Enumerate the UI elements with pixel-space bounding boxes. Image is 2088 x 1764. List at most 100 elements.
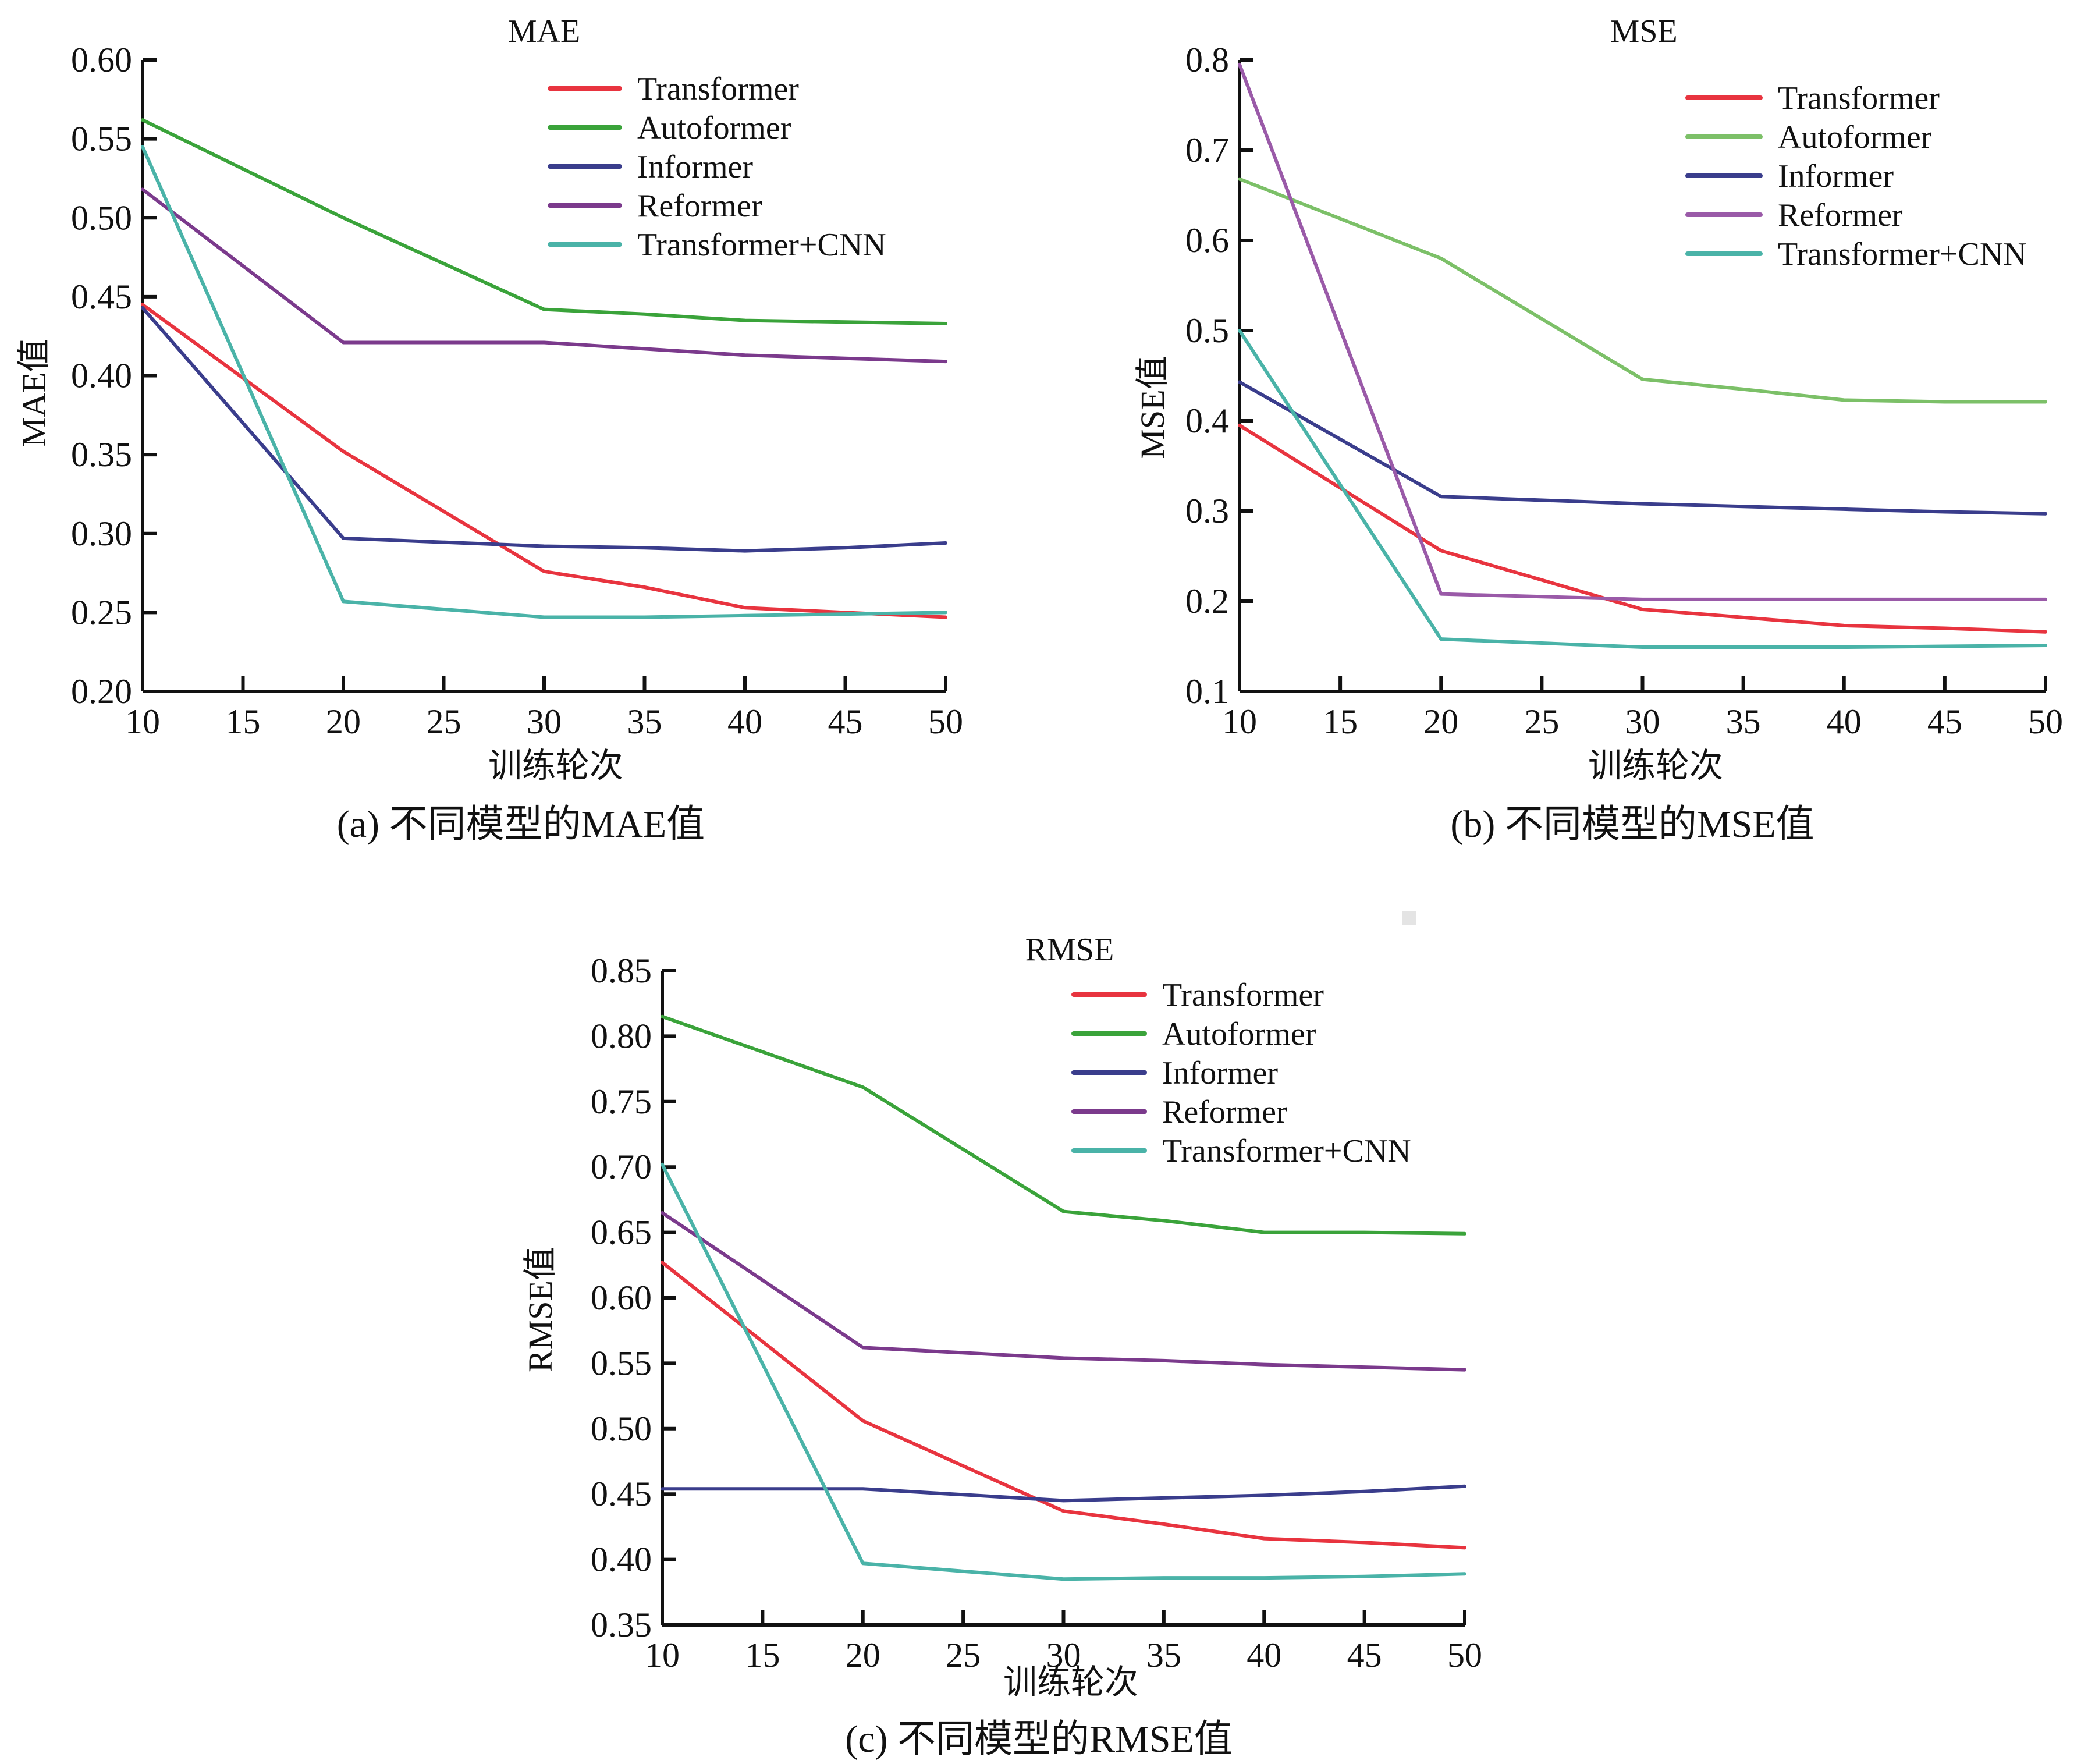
legend-label: Transformer (1162, 977, 1324, 1013)
series-line-reformer (1238, 62, 2047, 601)
x-tick-label: 40 (1827, 702, 1862, 741)
y-tick-label: 0.70 (591, 1148, 652, 1186)
legend-item: Reformer (548, 188, 762, 224)
plot-marks: 0.35 0.40 0.45 0.50 0.55 0.60 0.65 0.70 0.75 0.80… (591, 952, 1482, 1674)
y-axis-title: MSE值 (1134, 356, 1171, 459)
legend-item: Informer (1071, 1055, 1278, 1091)
y-axis-title: RMSE值 (521, 1247, 559, 1372)
legend-label: Transformer (1778, 80, 1940, 116)
y-tick-label: 0.35 (71, 435, 132, 474)
series-line-informer (141, 306, 947, 553)
chart-title: MSE (1610, 13, 1677, 49)
legend-item: Transformer (1071, 977, 1324, 1013)
y-tick-label: 0.5 (1185, 311, 1229, 350)
y-tick-label: 0.75 (591, 1082, 652, 1121)
x-tick-label: 30 (1625, 702, 1660, 741)
y-tick-label: 0.1 (1185, 672, 1229, 711)
x-tick-label: 10 (1222, 702, 1257, 741)
x-tick-label: 30 (527, 702, 562, 741)
x-tick-label: 50 (2028, 702, 2063, 741)
legend-label: Reformer (1162, 1094, 1287, 1130)
legend-item: Transformer+CNN (1071, 1133, 1411, 1169)
legend-item: Transformer (548, 71, 799, 107)
y-tick-label: 0.3 (1185, 492, 1229, 530)
y-tick-label: 0.40 (591, 1541, 652, 1579)
y-tick-label: 0.35 (591, 1606, 652, 1644)
rmse-chart: RMSE 0.35 0.40 0.45 0.50 0.55 0.60 0.65 0.70 0.7… (521, 932, 1482, 1761)
x-tick-label: 25 (1524, 702, 1559, 741)
legend-item: Transformer+CNN (548, 227, 886, 263)
rmse-chart-panel: RMSE 0.35 0.40 0.45 0.50 0.55 0.60 0.65 0.70 0.7… (512, 896, 1501, 1764)
legend-item: Informer (1685, 158, 1894, 194)
x-axis-title: 训练轮次 (488, 747, 623, 785)
x-tick-label: 20 (1423, 702, 1458, 741)
legend-label: Transformer+CNN (1778, 236, 2027, 272)
series-line-transformer (1238, 423, 2047, 634)
x-tick-label: 50 (928, 702, 963, 741)
legend-label: Autoformer (637, 110, 791, 146)
legend: TransformerAutoformerInformerReformerTra… (548, 71, 886, 263)
y-tick-label: 0.7 (1185, 131, 1229, 169)
figure-caption: (b) 不同模型的MSE值 (1450, 803, 1814, 846)
y-tick-label: 0.2 (1185, 582, 1229, 620)
x-tick-label: 45 (1927, 702, 1962, 741)
series-line-reformer (661, 1211, 1466, 1372)
y-axis-title: MAE值 (15, 339, 53, 448)
legend-label: Informer (1778, 158, 1894, 194)
series-line-transformer (141, 303, 947, 619)
mae-chart-panel: MAE 0.20 0.25 0.30 0.35 0.40 0.45 0.50 0.55 0.60… (0, 0, 989, 896)
y-tick-label: 0.55 (591, 1344, 652, 1382)
figure-caption: (a) 不同模型的MAE值 (337, 803, 705, 846)
y-tick-label: 0.60 (71, 41, 132, 79)
x-tick-label: 15 (1323, 702, 1358, 741)
legend-label: Autoformer (1778, 119, 1932, 155)
x-tick-label: 50 (1447, 1636, 1482, 1674)
x-tick-label: 45 (828, 702, 863, 741)
y-tick-label: 0.8 (1185, 41, 1229, 79)
series-line-informer (1238, 380, 2047, 516)
y-tick-label: 0.30 (71, 514, 132, 553)
y-tick-label: 0.6 (1185, 221, 1229, 260)
y-tick-label: 0.4 (1185, 402, 1229, 440)
y-tick-label: 0.55 (71, 120, 132, 158)
y-tick-label: 0.60 (591, 1279, 652, 1317)
legend-label: Transformer+CNN (637, 227, 886, 263)
plot-marks: 0.20 0.25 0.30 0.35 0.40 0.45 0.50 0.55 0.60 10 15… (71, 41, 963, 741)
plot-marks: 0.1 0.2 0.3 0.4 0.5 0.6 0.7 0.8 10 15 20 25 30 35 40 45… (1185, 41, 2063, 741)
x-tick-label: 40 (1247, 1636, 1281, 1674)
legend-label: Autoformer (1162, 1016, 1316, 1052)
x-tick-label: 15 (745, 1636, 780, 1674)
legend-label: Informer (637, 149, 753, 185)
x-tick-label: 15 (226, 702, 261, 741)
series-line-autoformer (1238, 177, 2047, 404)
y-tick-label: 0.45 (71, 278, 132, 316)
series-line-transformer-cnn (1238, 329, 2047, 649)
legend: TransformerAutoformerInformerReformerTra… (1071, 977, 1411, 1169)
legend-label: Reformer (1778, 197, 1903, 233)
legend-item: Transformer (1685, 80, 1940, 116)
series-line-transformer-cnn (141, 145, 947, 619)
x-tick-label: 20 (326, 702, 361, 741)
legend-label: Reformer (637, 188, 762, 224)
x-tick-label: 35 (1146, 1636, 1181, 1674)
y-tick-label: 0.85 (591, 952, 652, 990)
x-tick-label: 20 (846, 1636, 880, 1674)
x-axis-title: 训练轮次 (1003, 1663, 1138, 1701)
x-tick-label: 10 (645, 1636, 680, 1674)
y-tick-label: 0.50 (591, 1410, 652, 1448)
series-line-reformer (141, 187, 947, 364)
x-tick-label: 35 (627, 702, 662, 741)
mae-chart: MAE 0.20 0.25 0.30 0.35 0.40 0.45 0.50 0.55 0.60… (15, 13, 963, 846)
mse-chart-panel: MSE 0.1 0.2 0.3 0.4 0.5 0.6 0.7 0.8 10 15 20 25 30 35… (1106, 0, 2088, 896)
y-tick-label: 0.40 (71, 357, 132, 395)
legend-label: Informer (1162, 1055, 1278, 1091)
y-tick-label: 0.45 (591, 1475, 652, 1513)
y-tick-label: 0.80 (591, 1017, 652, 1055)
legend-item: Informer (548, 149, 753, 185)
x-tick-label: 10 (125, 702, 160, 741)
legend-item: Autoformer (548, 110, 791, 146)
y-tick-label: 0.65 (591, 1213, 652, 1252)
legend-item: Reformer (1071, 1094, 1287, 1130)
y-tick-label: 0.25 (71, 593, 132, 631)
chart-title: RMSE (1025, 932, 1114, 968)
